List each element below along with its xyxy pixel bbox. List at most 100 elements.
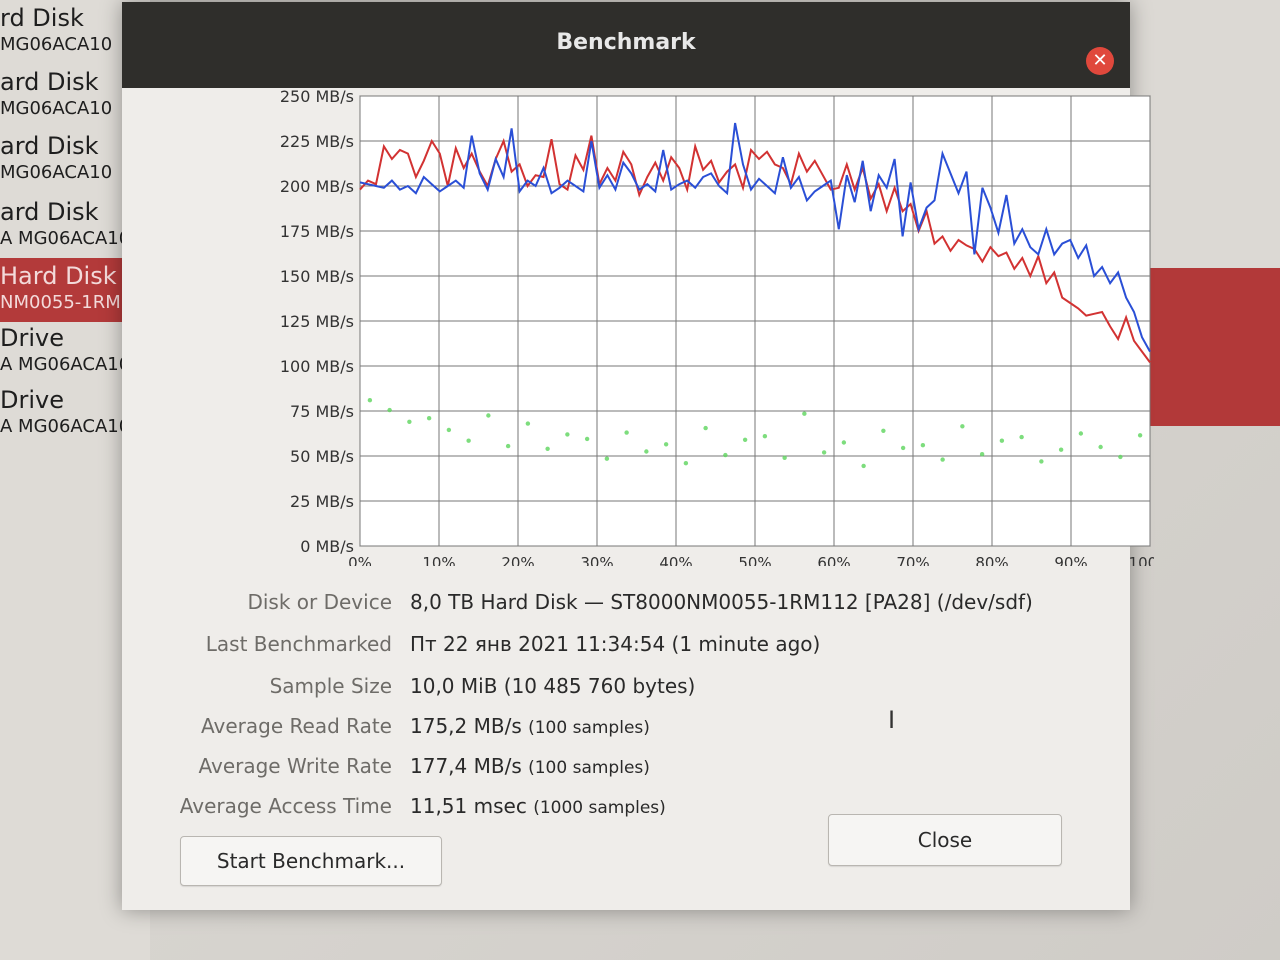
y-left-tick-label: 225 MB/s <box>280 132 354 151</box>
start-benchmark-button[interactable]: Start Benchmark... <box>180 836 442 886</box>
device-list-item[interactable]: Drive A MG06ACA10 <box>0 320 150 384</box>
access-time-point <box>565 432 570 437</box>
device-title: Drive <box>0 324 64 352</box>
info-value-main: 8,0 TB Hard Disk — ST8000NM0055-1RM112 [… <box>410 590 1033 614</box>
info-value-main: 10,0 MiB (10 485 760 bytes) <box>410 674 696 698</box>
y-left-tick-label: 175 MB/s <box>280 222 354 241</box>
y-left-tick-label: 125 MB/s <box>280 312 354 331</box>
device-title: rd Disk <box>0 4 84 32</box>
access-time-point <box>446 427 452 433</box>
access-time-point <box>900 445 906 451</box>
info-label: Average Write Rate <box>198 754 392 778</box>
info-value: 11,51 msec (1000 samples) <box>410 794 666 818</box>
info-value: 8,0 TB Hard Disk — ST8000NM0055-1RM112 [… <box>410 590 1033 614</box>
device-title: Hard Disk <box>0 262 117 290</box>
y-left-tick-label: 250 MB/s <box>280 87 354 106</box>
access-time-point <box>1019 434 1024 440</box>
benchmark-dialog: Benchmark ✕ 0% 10% 20% 30% 40% 50% 60% 70% 80% 90… <box>122 2 1154 910</box>
x-tick-label: 100% <box>1129 554 1154 566</box>
access-time-point <box>782 455 787 460</box>
info-value: 10,0 MiB (10 485 760 bytes) <box>410 674 695 698</box>
device-list-item[interactable]: Drive A MG06ACA10 <box>0 382 150 446</box>
access-time-point <box>624 430 629 435</box>
y-left-tick-label: 50 MB/s <box>290 447 354 466</box>
access-time-point <box>1078 431 1084 436</box>
device-model: NM0055-1RM <box>0 292 121 313</box>
device-list-item[interactable]: ard Disk MG06ACA10 <box>0 64 150 128</box>
access-time-point <box>841 440 847 445</box>
access-time-point <box>999 438 1005 443</box>
close-icon[interactable]: ✕ <box>1086 47 1114 75</box>
x-tick-label: 20% <box>501 554 534 566</box>
info-label: Average Read Rate <box>201 714 392 738</box>
info-value-main: 177,4 MB/s <box>410 754 522 778</box>
access-time-point <box>1098 444 1103 450</box>
access-time-point <box>525 421 531 426</box>
device-title: Drive <box>0 386 64 414</box>
x-tick-label: 50% <box>738 554 771 566</box>
device-title: ard Disk <box>0 198 99 226</box>
access-time-point <box>426 416 432 421</box>
x-tick-label: 90% <box>1054 554 1087 566</box>
access-time-point <box>466 438 471 443</box>
access-time-point <box>545 446 550 451</box>
device-list-item[interactable]: ard Disk A MG06ACA10 <box>0 194 150 258</box>
access-time-point <box>979 452 985 457</box>
access-time-point <box>762 434 768 439</box>
access-time-point <box>663 442 669 447</box>
read-rate-line <box>359 122 1151 353</box>
device-model: A MG06ACA10 <box>0 228 131 249</box>
info-label: Average Access Time <box>179 794 392 818</box>
access-time-point <box>920 443 926 448</box>
info-label: Disk or Device <box>247 590 392 614</box>
x-tick-label: 60% <box>817 554 850 566</box>
x-tick-label: 30% <box>580 554 613 566</box>
x-tick-label: 0% <box>348 554 372 566</box>
access-time-point <box>861 463 866 469</box>
y-left-tick-label: 25 MB/s <box>290 492 354 511</box>
info-value-main: 175,2 MB/s <box>410 714 522 738</box>
access-time-point <box>742 437 748 442</box>
access-time-point <box>881 428 886 433</box>
access-time-point <box>486 413 491 418</box>
info-value-extra: (100 samples) <box>528 718 650 738</box>
info-label: Sample Size <box>269 674 392 698</box>
info-value: Пт 22 янв 2021 11:34:54 (1 minute ago) <box>410 632 820 656</box>
info-value: 175,2 MB/s (100 samples) <box>410 714 650 738</box>
device-model: MG06ACA10 <box>0 34 113 55</box>
device-model: MG06ACA10 <box>0 98 113 119</box>
access-time-point <box>1118 454 1123 460</box>
y-left-tick-label: 100 MB/s <box>280 357 354 376</box>
device-list-item[interactable]: ard Disk MG06ACA10 <box>0 128 150 192</box>
access-time-point <box>505 443 511 449</box>
access-time-point <box>644 449 649 454</box>
info-value-main: 11,51 msec <box>410 794 527 818</box>
info-value-extra: (1000 samples) <box>533 798 666 818</box>
access-time-point <box>683 461 689 466</box>
access-time-point <box>584 436 590 442</box>
y-left-tick-label: 75 MB/s <box>290 402 354 421</box>
access-time-point <box>960 424 965 429</box>
benchmark-chart: 0% 10% 20% 30% 40% 50% 60% 70% 80% 90% 100% 0 MB/s 2… <box>280 87 1154 566</box>
access-time-point <box>1039 459 1044 464</box>
info-label: Last Benchmarked <box>205 632 392 656</box>
close-button[interactable]: Close <box>828 814 1062 866</box>
access-time-point <box>1137 433 1143 438</box>
y-left-tick-label: 150 MB/s <box>280 267 354 286</box>
access-time-point <box>802 411 807 416</box>
x-tick-label: 40% <box>659 554 692 566</box>
access-time-point <box>940 457 945 462</box>
device-model: A MG06ACA10 <box>0 354 131 375</box>
x-tick-label: 10% <box>422 554 455 566</box>
device-title: ard Disk <box>0 68 99 96</box>
access-time-point <box>387 407 392 413</box>
y-left-tick-label: 200 MB/s <box>280 177 354 196</box>
access-time-point <box>1058 447 1064 452</box>
x-tick-label: 70% <box>896 554 929 566</box>
access-time-point <box>703 425 708 431</box>
y-left-tick-label: 0 MB/s <box>300 537 354 556</box>
dialog-titlebar: Benchmark ✕ <box>122 2 1130 88</box>
text-cursor-icon: I <box>888 706 896 734</box>
device-model: MG06ACA10 <box>0 162 113 183</box>
device-list-item[interactable]: rd Disk MG06ACA10 <box>0 0 150 64</box>
